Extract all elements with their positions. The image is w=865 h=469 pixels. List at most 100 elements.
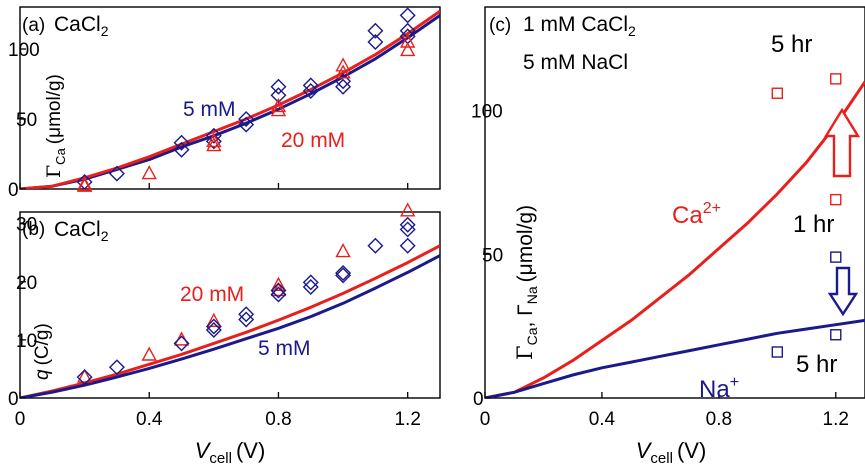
ytick-label: 10 (16, 331, 37, 352)
xtick-label: 0.4 (136, 409, 163, 430)
data-point-diamond (173, 141, 190, 158)
data-point-diamond (335, 78, 352, 95)
ylabel-b: q(C/g) (32, 323, 53, 380)
plot-frame-a (19, 6, 441, 190)
xtick-label: 0 (15, 409, 26, 430)
data-point-triangle (400, 33, 416, 48)
condition-line1-c: 1 mM CaCl2 (523, 13, 636, 39)
xtick-label: 0 (480, 409, 491, 430)
data-point-diamond (238, 311, 255, 328)
xlabel-b: Vcell (V) (195, 438, 266, 467)
data-point-diamond (335, 267, 352, 284)
series-label-a-20mM: 20 mM (281, 129, 345, 152)
ytick-label: 30 (16, 215, 37, 236)
data-point-triangle (400, 41, 416, 57)
data-point-diamond (205, 322, 222, 338)
data-point-diamond (335, 265, 352, 282)
data-point-triangle (270, 281, 287, 297)
data-point-square (830, 329, 842, 341)
panel-a: 0 50 100 (a) CaCl2 ΓCa(μmol/g) 5 mM 20 mM (8, 6, 441, 201)
series-label-b-5mM: 5 mM (258, 337, 311, 360)
arrow-up-icon (823, 107, 861, 178)
data-point-triangle (270, 102, 287, 117)
data-point-diamond (270, 282, 287, 299)
data-point-diamond (399, 221, 416, 238)
arrow-down-icon (827, 266, 859, 317)
series-line-20mM (20, 9, 440, 189)
ytick-label: 0 (473, 389, 484, 410)
data-point-diamond (302, 274, 319, 291)
ytick-label: 20 (16, 273, 37, 294)
ytick-label: 100 (471, 102, 503, 123)
xtick-label: 1.2 (823, 409, 849, 430)
series-label-na: Na+ (699, 374, 739, 403)
panel-b: 0 10 20 30 (b) CaCl2 q(C/g) 20 mM 5 mM 0 0.4… (8, 202, 441, 467)
data-point-triangle (141, 165, 157, 180)
xtick-label: 0.8 (265, 409, 291, 430)
plot-frame-c (484, 6, 865, 399)
ytick-label: 50 (16, 110, 37, 131)
annotation-1hr: 1 hr (793, 211, 834, 238)
data-point-diamond (76, 369, 93, 386)
data-point-triangle (206, 137, 222, 152)
data-point-triangle (141, 346, 157, 361)
data-point-square (771, 87, 784, 99)
data-point-diamond (367, 34, 384, 50)
data-point-diamond (367, 22, 384, 39)
data-point-diamond (270, 78, 287, 95)
data-point-diamond (108, 165, 125, 182)
svg-text:q(C/g): q(C/g) (32, 323, 53, 380)
ylabel-c: ΓCa, ΓNa(μmol/g) (513, 205, 540, 360)
ylabel-a: ΓCa(μmol/g) (43, 74, 68, 178)
data-point-triangle (400, 202, 416, 217)
data-point-diamond (238, 306, 255, 323)
data-point-triangle (335, 243, 351, 258)
series-line-Na (485, 318, 865, 398)
data-point-diamond (399, 7, 416, 24)
series-line-Ca (485, 80, 865, 398)
data-point-diamond (76, 174, 93, 190)
panel-label-a: (a) (22, 15, 45, 36)
data-point-diamond (205, 127, 222, 144)
series-label-b-20mM: 20 mM (180, 283, 244, 306)
data-point-triangle (335, 57, 351, 72)
data-point-square (830, 193, 842, 206)
data-point-square (830, 73, 842, 85)
xtick-label: 0.8 (706, 409, 732, 430)
data-point-square (771, 346, 784, 358)
data-point-diamond (367, 237, 384, 254)
data-point-diamond (108, 359, 125, 376)
data-point-triangle (173, 331, 190, 346)
data-point-diamond (238, 111, 255, 127)
data-point-triangle (206, 312, 222, 327)
xtick-label: 0.4 (589, 409, 616, 430)
salt-label-a: CaCl2 (54, 13, 109, 39)
panel-label-b: (b) (22, 219, 45, 240)
ytick-label: 0 (8, 389, 19, 410)
data-point-triangle (206, 132, 222, 148)
ytick-label: 0 (8, 180, 19, 201)
series-line-20mM (20, 244, 440, 398)
data-point-diamond (335, 73, 352, 90)
panel-label-c: (c) (489, 15, 511, 36)
annotation-5hr-bottom: 5 hr (796, 351, 837, 378)
series-label-a-5mM: 5 mM (183, 98, 236, 121)
series-label-ca: Ca2+ (672, 200, 721, 229)
data-point-diamond (173, 134, 190, 151)
data-point-square (830, 251, 842, 263)
data-point-diamond (302, 77, 319, 94)
data-point-diamond (399, 237, 416, 254)
data-point-triangle (270, 97, 287, 113)
svg-text:ΓCa(μmol/g): ΓCa(μmol/g) (43, 74, 68, 178)
data-point-diamond (173, 335, 190, 352)
xtick-label: 1.2 (394, 409, 420, 430)
condition-line2-c: 5 mM NaCl (523, 51, 628, 74)
svg-text:ΓCa, ΓNa(μmol/g): ΓCa, ΓNa(μmol/g) (513, 205, 540, 360)
data-point-triangle (335, 64, 351, 79)
data-point-diamond (205, 318, 222, 335)
panel-c: 0 50 100 (c) 1 mM CaCl2 5 mM NaCl ΓCa, ΓNa… (471, 6, 865, 467)
series-line-5mM (20, 254, 440, 398)
data-point-triangle (270, 276, 287, 291)
ytick-label: 50 (482, 245, 503, 266)
